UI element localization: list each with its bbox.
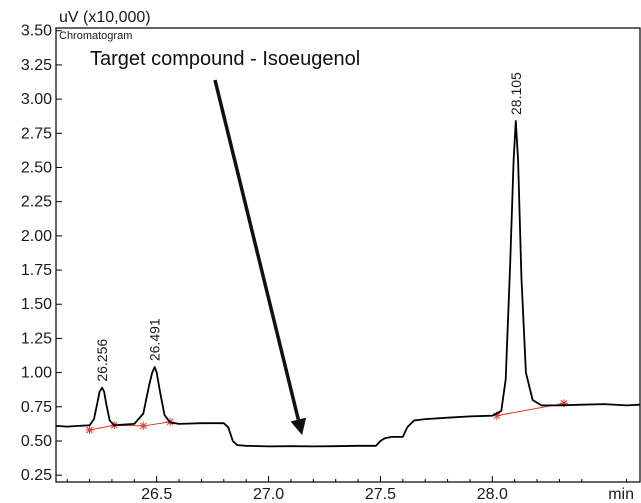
y-axis-label: uV (x10,000) <box>59 9 151 26</box>
baseline-marker <box>139 421 148 430</box>
peak-labels: 26.256 26.491 28.105 <box>94 72 524 382</box>
x-tick-label: 26.5 <box>141 486 172 503</box>
y-tick-label: 1.00 <box>21 365 52 382</box>
x-tick-label: 27.5 <box>365 486 396 503</box>
y-tick-label: 2.00 <box>21 228 52 245</box>
peak-label: 26.491 <box>147 318 163 361</box>
y-tick-label: 1.50 <box>21 296 52 313</box>
chart-title: Chromatogram <box>59 30 132 42</box>
baseline-marker <box>559 399 568 408</box>
plot-frame <box>55 27 641 483</box>
y-tick-label: 1.75 <box>21 262 52 279</box>
signal-line <box>55 120 641 448</box>
x-tick-label: 27.0 <box>253 486 284 503</box>
peak-label: 28.105 <box>508 72 524 115</box>
y-tick-label: 3.00 <box>21 91 52 108</box>
baseline-marker <box>492 411 501 420</box>
signal-series <box>55 120 641 448</box>
baseline-segment <box>89 421 171 431</box>
x-axis-label: min <box>608 486 634 503</box>
x-tick-label: 28.0 <box>477 486 508 503</box>
y-tick-label: 0.75 <box>21 399 52 416</box>
x-axis: 26.5 27.0 27.5 28.0 <box>66 476 628 503</box>
annotation-text: Target compound - Isoeugenol <box>90 48 360 70</box>
y-tick-label: 3.50 <box>21 23 52 40</box>
annotation-group: Target compound - Isoeugenol <box>90 48 360 436</box>
y-tick-label: 3.25 <box>21 57 52 74</box>
y-tick-label: 2.50 <box>21 159 52 176</box>
baseline-marker <box>85 426 94 435</box>
y-tick-label: 0.25 <box>21 467 52 484</box>
y-tick-label: 2.75 <box>21 125 52 142</box>
y-tick-label: 0.50 <box>21 433 52 450</box>
y-tick-label: 2.25 <box>21 194 52 211</box>
peak-label: 26.256 <box>94 339 110 382</box>
y-axis: 0.25 0.50 0.75 1.00 1.25 1.50 1.75 2.00 2.25 2.50… <box>21 23 62 484</box>
annotation-arrow <box>213 79 301 420</box>
annotation-arrowhead <box>290 417 307 436</box>
y-tick-label: 1.25 <box>21 330 52 347</box>
